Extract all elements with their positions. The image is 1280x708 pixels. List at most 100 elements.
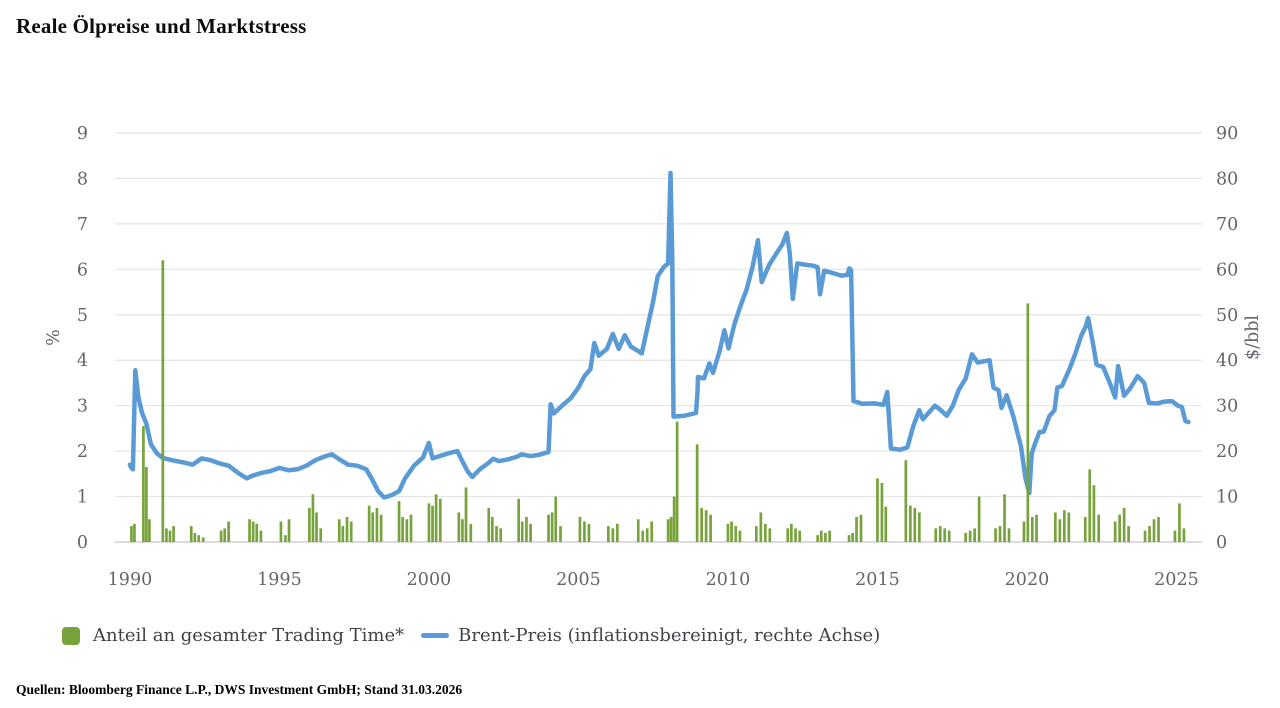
trading-time-bar: [397, 501, 401, 542]
trading-time-bar: [798, 530, 802, 542]
trading-time-bar: [578, 517, 582, 542]
trading-time-bar: [636, 519, 640, 542]
trading-time-bar: [816, 535, 819, 542]
trading-time-bar: [251, 521, 255, 542]
trading-time-bar: [469, 523, 473, 542]
y-right-tick-label: 90: [1216, 124, 1238, 144]
y-right-tick-label: 50: [1216, 306, 1238, 326]
trading-time-bar: [145, 467, 148, 542]
trading-time-bar: [1035, 514, 1038, 542]
trading-time-bar: [434, 494, 438, 542]
y-left-tick-label: 7: [77, 215, 88, 235]
trading-time-bar: [738, 530, 742, 542]
trading-time-bar: [517, 498, 520, 542]
trading-time-bar: [876, 478, 879, 542]
trading-time-bar: [794, 528, 797, 542]
trading-time-bar: [375, 507, 379, 542]
trading-time-bar: [973, 528, 976, 542]
trading-time-bar: [405, 519, 409, 542]
trading-time-bar: [130, 526, 133, 542]
trading-time-bar: [828, 530, 831, 542]
trading-time-bar: [279, 521, 283, 542]
trading-time-bar: [341, 526, 345, 542]
trading-time-bar: [977, 496, 981, 542]
trading-time-bar: [554, 496, 558, 542]
trading-time-bar: [490, 517, 494, 542]
trading-time-bar: [520, 521, 524, 542]
y-left-tick-label: 0: [77, 533, 88, 553]
trading-time-bar: [427, 503, 431, 542]
trading-time-bar: [859, 514, 863, 542]
y-right-axis-title: $/bbl: [1243, 315, 1263, 360]
trading-time-bar: [1118, 514, 1121, 542]
x-tick-label: 2015: [855, 570, 900, 590]
y-right-tick-label: 20: [1216, 442, 1238, 462]
trading-time-bar: [786, 528, 790, 542]
trading-time-bar: [755, 526, 758, 542]
trading-time-bar: [884, 506, 888, 542]
y-left-tick-label: 6: [77, 260, 88, 280]
trading-time-bar: [1148, 526, 1151, 542]
trading-time-bar: [1152, 519, 1156, 542]
y-left-tick-label: 3: [77, 397, 88, 417]
trading-time-bar: [730, 521, 733, 542]
trading-time-bar: [994, 528, 997, 542]
trading-time-bar: [219, 530, 223, 542]
trading-time-bar: [201, 537, 205, 542]
trading-time-bar: [409, 514, 413, 542]
y-left-axis-title: %: [44, 329, 64, 346]
trading-time-bar: [227, 521, 230, 542]
y-left-tick-label: 5: [77, 306, 88, 326]
trading-time-bar: [1113, 521, 1117, 542]
trading-time-bar: [768, 528, 772, 542]
trading-time-bar: [1097, 514, 1101, 542]
trading-time-bar: [133, 523, 136, 542]
trading-time-bar: [431, 505, 434, 542]
trading-time-bar: [1143, 530, 1147, 542]
source-footnote: Quellen: Bloomberg Finance L.P., DWS Inv…: [16, 682, 463, 697]
trading-time-bar: [819, 530, 823, 542]
y-right-tick-label: 40: [1216, 351, 1238, 371]
trading-time-bar: [172, 526, 175, 542]
x-tick-label: 2020: [1005, 570, 1050, 590]
trading-time-bar: [641, 530, 645, 542]
trading-time-bar: [189, 526, 193, 542]
trading-time-bar: [223, 528, 227, 542]
trading-time-bar: [1182, 528, 1186, 542]
y-right-tick-label: 70: [1216, 215, 1238, 235]
trading-time-bar: [457, 512, 461, 542]
y-left-tick-label: 2: [77, 442, 88, 462]
trading-time-bar: [197, 535, 201, 542]
trading-time-bar: [1088, 469, 1092, 542]
trading-time-bar: [607, 526, 610, 542]
trading-time-bar: [964, 532, 968, 542]
trading-time-bar: [438, 498, 442, 542]
trading-time-bar: [824, 532, 827, 542]
trading-time-bar: [1062, 510, 1066, 542]
trading-time-bar: [611, 528, 615, 542]
y-right-tick-label: 60: [1216, 260, 1238, 280]
trading-time-bar: [161, 260, 165, 542]
trading-time-bar: [1054, 512, 1057, 542]
legend-label-trading-time: Anteil an gesamter Trading Time*: [93, 625, 405, 646]
trading-time-bar: [587, 523, 591, 542]
trading-time-bar: [165, 528, 168, 542]
trading-time-bar: [495, 526, 498, 542]
trading-time-bar: [700, 507, 703, 542]
y-right-tick-label: 80: [1216, 169, 1238, 189]
x-tick-label: 2010: [706, 570, 751, 590]
trading-time-bar: [367, 505, 371, 542]
trading-time-bar: [645, 528, 649, 542]
trading-time-bar: [1157, 517, 1160, 542]
trading-time-bar: [315, 512, 318, 542]
trading-time-bar: [499, 528, 503, 542]
trading-time-bar: [550, 512, 554, 542]
trading-time-bar: [255, 523, 259, 542]
x-tick-label: 2000: [407, 570, 452, 590]
legend-label-brent: Brent-Preis (inflationsbereinigt, rechte…: [458, 625, 881, 646]
trading-time-bar: [851, 532, 854, 542]
trading-time-bar: [1067, 512, 1071, 542]
trading-time-bar: [1092, 485, 1096, 542]
trading-time-bar: [650, 521, 654, 542]
